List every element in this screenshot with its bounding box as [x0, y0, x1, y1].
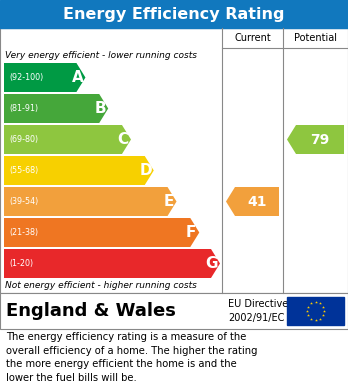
Text: Not energy efficient - higher running costs: Not energy efficient - higher running co…	[5, 282, 197, 291]
Polygon shape	[287, 125, 344, 154]
Text: Potential: Potential	[294, 33, 337, 43]
Polygon shape	[4, 156, 154, 185]
Text: C: C	[117, 132, 128, 147]
Polygon shape	[4, 63, 86, 92]
Bar	[0, 293, 348, 329]
Text: (21-38): (21-38)	[9, 228, 38, 237]
Text: The energy efficiency rating is a measure of the
overall efficiency of a home. T: The energy efficiency rating is a measur…	[6, 332, 258, 383]
Text: F: F	[186, 225, 197, 240]
Text: B: B	[94, 101, 106, 116]
Text: Energy Efficiency Rating: Energy Efficiency Rating	[63, 7, 285, 22]
Text: England & Wales: England & Wales	[6, 302, 176, 320]
Text: Very energy efficient - lower running costs: Very energy efficient - lower running co…	[5, 50, 197, 59]
Bar	[0, 0, 348, 28]
Polygon shape	[4, 187, 176, 216]
Text: (39-54): (39-54)	[9, 197, 38, 206]
Polygon shape	[4, 94, 108, 123]
Text: D: D	[140, 163, 152, 178]
Bar	[287, 297, 344, 325]
Text: (55-68): (55-68)	[9, 166, 38, 175]
Text: 41: 41	[247, 194, 267, 208]
Text: (81-91): (81-91)	[9, 104, 38, 113]
Polygon shape	[226, 187, 279, 216]
Polygon shape	[4, 125, 131, 154]
Text: (1-20): (1-20)	[9, 259, 33, 268]
Text: A: A	[72, 70, 83, 85]
Polygon shape	[4, 249, 220, 278]
Text: 79: 79	[310, 133, 330, 147]
Text: G: G	[206, 256, 218, 271]
Text: (92-100): (92-100)	[9, 73, 43, 82]
Text: EU Directive
2002/91/EC: EU Directive 2002/91/EC	[228, 299, 288, 323]
Bar	[0, 28, 348, 293]
Text: E: E	[163, 194, 174, 209]
Polygon shape	[4, 218, 199, 247]
Text: (69-80): (69-80)	[9, 135, 38, 144]
Text: Current: Current	[234, 33, 271, 43]
